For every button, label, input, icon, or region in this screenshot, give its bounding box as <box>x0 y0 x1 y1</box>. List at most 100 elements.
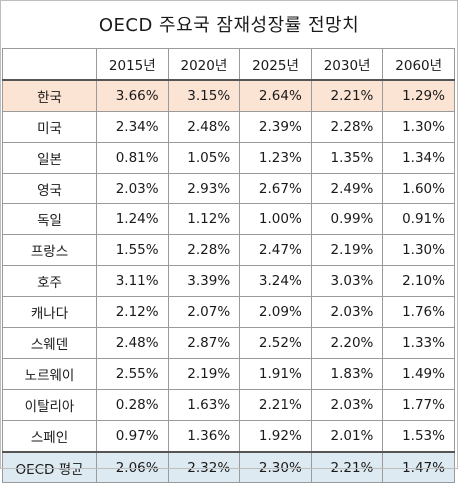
growth-rate-cell: 2.21% <box>310 450 384 483</box>
growth-rate-cell: 2.47% <box>239 234 312 267</box>
column-header-2015: 2015년 <box>96 47 169 81</box>
growth-rate-cell: 1.30% <box>382 234 455 267</box>
growth-rate-cell: 1.00% <box>239 203 312 236</box>
table-row: 한국 3.66% 3.15% 2.64% 2.21% 1.29% <box>2 79 455 112</box>
table-row: 일본 0.81% 1.05% 1.23% 1.35% 1.34% <box>2 141 455 174</box>
growth-rate-cell: 2.12% <box>96 296 169 329</box>
country-name-cell: 미국 <box>2 110 97 143</box>
growth-rate-cell: 2.03% <box>96 172 169 205</box>
country-name-cell: 노르웨이 <box>2 357 97 390</box>
column-header-2020: 2020년 <box>167 47 241 81</box>
country-name-cell: 캐나다 <box>2 296 97 329</box>
column-header-2060: 2060년 <box>382 47 455 81</box>
header-row: 2015년 2020년 2025년 2030년 2060년 <box>2 47 455 81</box>
growth-rate-cell: 3.03% <box>310 265 384 298</box>
growth-rate-cell: 1.12% <box>167 203 241 236</box>
growth-rate-cell: 2.19% <box>167 357 241 390</box>
growth-rate-cell: 2.20% <box>310 327 384 359</box>
country-name-cell: 스페인 <box>2 419 97 453</box>
country-name-cell: OECD 평균 <box>2 450 97 483</box>
table-row: 영국 2.03% 2.93% 2.67% 2.49% 1.60% <box>2 172 455 205</box>
growth-rate-cell: 2.21% <box>310 79 384 112</box>
growth-rate-cell: 1.53% <box>382 419 455 453</box>
growth-rate-cell: 2.39% <box>239 110 312 143</box>
growth-rate-cell: 2.64% <box>239 79 312 112</box>
growth-rate-cell: 2.07% <box>167 296 241 329</box>
table-row: 캐나다 2.12% 2.07% 2.09% 2.03% 1.76% <box>2 296 455 329</box>
country-name-cell: 영국 <box>2 172 97 205</box>
growth-rate-cell: 2.03% <box>310 388 384 421</box>
growth-rate-cell: 2.48% <box>167 110 241 143</box>
growth-rate-cell: 2.28% <box>310 110 384 143</box>
growth-rate-cell: 2.09% <box>239 296 312 329</box>
table-row: 이탈리아 0.28% 1.63% 2.21% 2.03% 1.77% <box>2 388 455 421</box>
growth-rate-cell: 1.23% <box>239 141 312 174</box>
table-row: 노르웨이 2.55% 2.19% 1.91% 1.83% 1.49% <box>2 357 455 390</box>
growth-rate-cell: 2.52% <box>239 327 312 359</box>
table-row: 미국 2.34% 2.48% 2.39% 2.28% 1.30% <box>2 110 455 143</box>
growth-rate-cell: 1.36% <box>167 419 241 453</box>
growth-rate-cell: 3.39% <box>167 265 241 298</box>
average-row: OECD 평균 2.06% 2.32% 2.30% 2.21% 1.47% <box>2 450 455 483</box>
country-name-cell: 스웨덴 <box>2 327 97 359</box>
country-name-cell: 한국 <box>2 79 97 112</box>
growth-rate-cell: 2.28% <box>167 234 241 267</box>
growth-rate-cell: 1.30% <box>382 110 455 143</box>
growth-rate-cell: 1.60% <box>382 172 455 205</box>
growth-rate-cell: 1.05% <box>167 141 241 174</box>
growth-rate-cell: 3.24% <box>239 265 312 298</box>
growth-rate-cell: 1.47% <box>382 450 455 483</box>
growth-rate-cell: 2.34% <box>96 110 169 143</box>
growth-rate-cell: 0.91% <box>382 203 455 236</box>
growth-rate-cell: 1.92% <box>239 419 312 453</box>
growth-rate-cell: 1.35% <box>310 141 384 174</box>
growth-rate-cell: 0.99% <box>310 203 384 236</box>
growth-rate-cell: 1.76% <box>382 296 455 329</box>
country-name-cell: 호주 <box>2 265 97 298</box>
growth-rate-cell: 2.49% <box>310 172 384 205</box>
growth-rate-cell: 2.21% <box>239 388 312 421</box>
table-row: 프랑스 1.55% 2.28% 2.47% 2.19% 1.30% <box>2 234 455 267</box>
table-row: 호주 3.11% 3.39% 3.24% 3.03% 2.10% <box>2 265 455 298</box>
growth-rate-cell: 3.15% <box>167 79 241 112</box>
growth-rate-cell: 2.03% <box>310 296 384 329</box>
growth-rate-cell: 2.30% <box>239 450 312 483</box>
growth-rate-cell: 2.55% <box>96 357 169 390</box>
growth-rate-cell: 2.48% <box>96 327 169 359</box>
growth-rate-cell: 1.77% <box>382 388 455 421</box>
growth-rate-cell: 0.81% <box>96 141 169 174</box>
growth-rate-cell: 1.55% <box>96 234 169 267</box>
table-row: 스웨덴 2.48% 2.87% 2.52% 2.20% 1.33% <box>2 327 455 359</box>
growth-rate-cell: 1.91% <box>239 357 312 390</box>
country-name-cell: 독일 <box>2 203 97 236</box>
column-header-2025: 2025년 <box>239 47 312 81</box>
growth-rate-cell: 2.01% <box>310 419 384 453</box>
table-title: OECD 주요국 잠재성장률 전망치 <box>98 15 360 36</box>
growth-rate-cell: 2.32% <box>167 450 241 483</box>
growth-forecast-table: 2015년 2020년 2025년 2030년 2060년 한국 3.66% 3.1… <box>2 47 455 483</box>
table-row: 스페인 0.97% 1.36% 1.92% 2.01% 1.53% <box>2 419 455 453</box>
country-name-cell: 일본 <box>2 141 97 174</box>
growth-rate-cell: 1.49% <box>382 357 455 390</box>
growth-rate-cell: 2.67% <box>239 172 312 205</box>
growth-rate-cell: 2.87% <box>167 327 241 359</box>
growth-rate-cell: 2.06% <box>96 450 169 483</box>
growth-rate-cell: 3.11% <box>96 265 169 298</box>
growth-rate-cell: 1.63% <box>167 388 241 421</box>
growth-rate-cell: 0.97% <box>96 419 169 453</box>
growth-rate-cell: 1.83% <box>310 357 384 390</box>
growth-rate-cell: 2.10% <box>382 265 455 298</box>
growth-rate-cell: 2.93% <box>167 172 241 205</box>
growth-rate-cell: 1.29% <box>382 79 455 112</box>
growth-rate-cell: 1.24% <box>96 203 169 236</box>
growth-rate-cell: 1.33% <box>382 327 455 359</box>
growth-rate-cell: 1.34% <box>382 141 455 174</box>
table-row: 독일 1.24% 1.12% 1.00% 0.99% 0.91% <box>2 203 455 236</box>
column-header-2030: 2030년 <box>310 47 384 81</box>
country-name-cell: 프랑스 <box>2 234 97 267</box>
country-name-cell: 이탈리아 <box>2 388 97 421</box>
header-corner-cell <box>2 47 97 81</box>
growth-rate-cell: 0.28% <box>96 388 169 421</box>
growth-rate-cell: 2.19% <box>310 234 384 267</box>
growth-rate-cell: 3.66% <box>96 79 169 112</box>
